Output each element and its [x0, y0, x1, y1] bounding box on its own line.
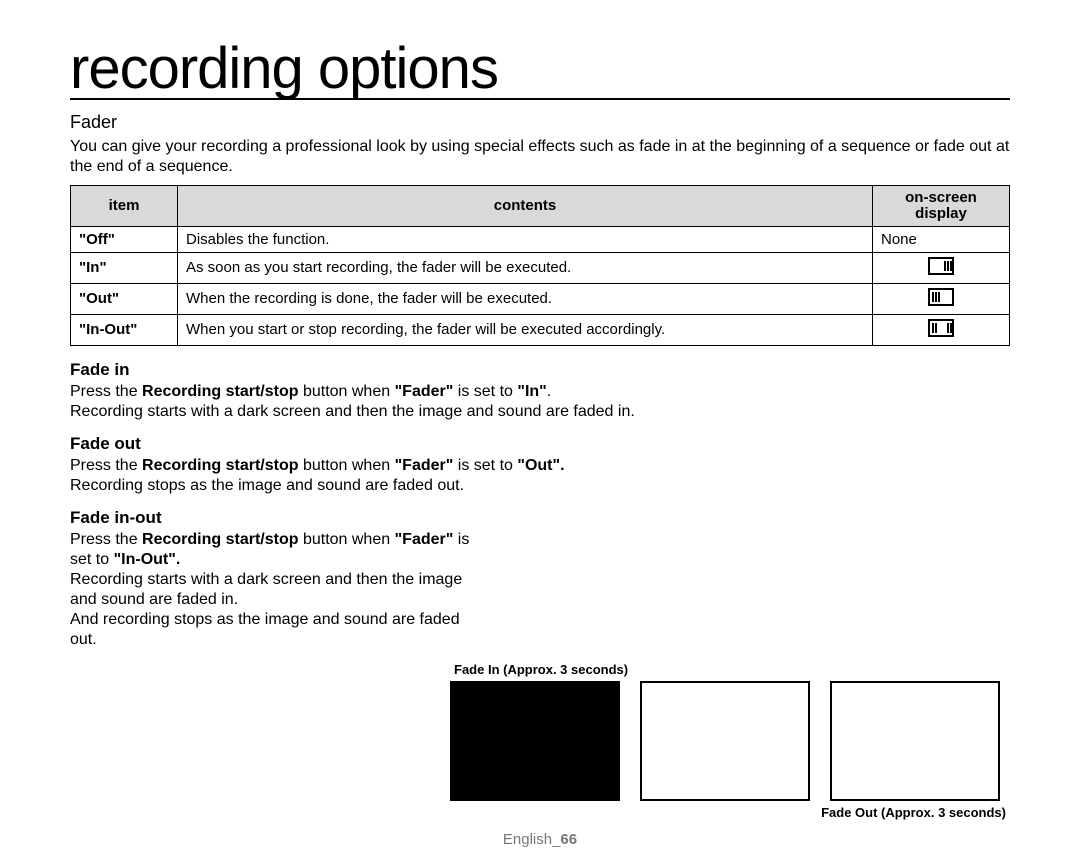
cell-contents: Disables the function. [178, 226, 873, 252]
fader-intro: You can give your recording a profession… [70, 137, 1010, 177]
cell-contents: When you start or stop recording, the fa… [178, 314, 873, 345]
fader-icon [928, 288, 954, 306]
table-row: "In"As soon as you start recording, the … [71, 252, 1010, 283]
title-rule: recording options [70, 40, 1010, 100]
table-row: "Off"Disables the function.None [71, 226, 1010, 252]
fader-icon [928, 257, 954, 275]
fadein-line1: Press the Recording start/stop button wh… [70, 382, 1010, 422]
cell-item: "In-Out" [71, 314, 178, 345]
cell-contents: When the recording is done, the fader wi… [178, 283, 873, 314]
diagram-caption-top: Fade In (Approx. 3 seconds) [454, 662, 1010, 677]
fade-diagram: Fade In (Approx. 3 seconds) Fade Out (Ap… [450, 662, 1010, 820]
diagram-frame [640, 681, 810, 801]
cell-item: "In" [71, 252, 178, 283]
col-display-l2: display [915, 205, 967, 222]
fadein-heading: Fade in [70, 360, 1010, 380]
diagram-frame [450, 681, 620, 801]
cell-contents: As soon as you start recording, the fade… [178, 252, 873, 283]
col-display: on-screendisplay [873, 186, 1010, 227]
fader-table: item contents on-screendisplay "Off"Disa… [70, 185, 1010, 346]
table-row: "In-Out"When you start or stop recording… [71, 314, 1010, 345]
page-title: recording options [70, 40, 1010, 102]
fadeinout-heading: Fade in-out [70, 508, 1010, 528]
fadeinout-text: Press the Recording start/stop button wh… [70, 530, 490, 650]
table-row: "Out"When the recording is done, the fad… [71, 283, 1010, 314]
cell-display [873, 283, 1010, 314]
fadeout-line1: Press the Recording start/stop button wh… [70, 456, 1010, 496]
col-display-l1: on-screen [905, 189, 977, 206]
cell-item: "Out" [71, 283, 178, 314]
cell-display: None [873, 226, 1010, 252]
diagram-caption-bottom: Fade Out (Approx. 3 seconds) [450, 805, 1006, 820]
diagram-frames [450, 681, 1010, 801]
fadeout-heading: Fade out [70, 434, 1010, 454]
diagram-frame [830, 681, 1000, 801]
col-item: item [71, 186, 178, 227]
page-footer: English_66 [70, 831, 1010, 848]
cell-item: "Off" [71, 226, 178, 252]
cell-display [873, 252, 1010, 283]
col-contents: contents [178, 186, 873, 227]
cell-display [873, 314, 1010, 345]
fader-icon [928, 319, 954, 337]
manual-page: recording options Fader You can give you… [0, 0, 1080, 868]
table-header-row: item contents on-screendisplay [71, 186, 1010, 227]
fader-heading: Fader [70, 112, 1010, 133]
